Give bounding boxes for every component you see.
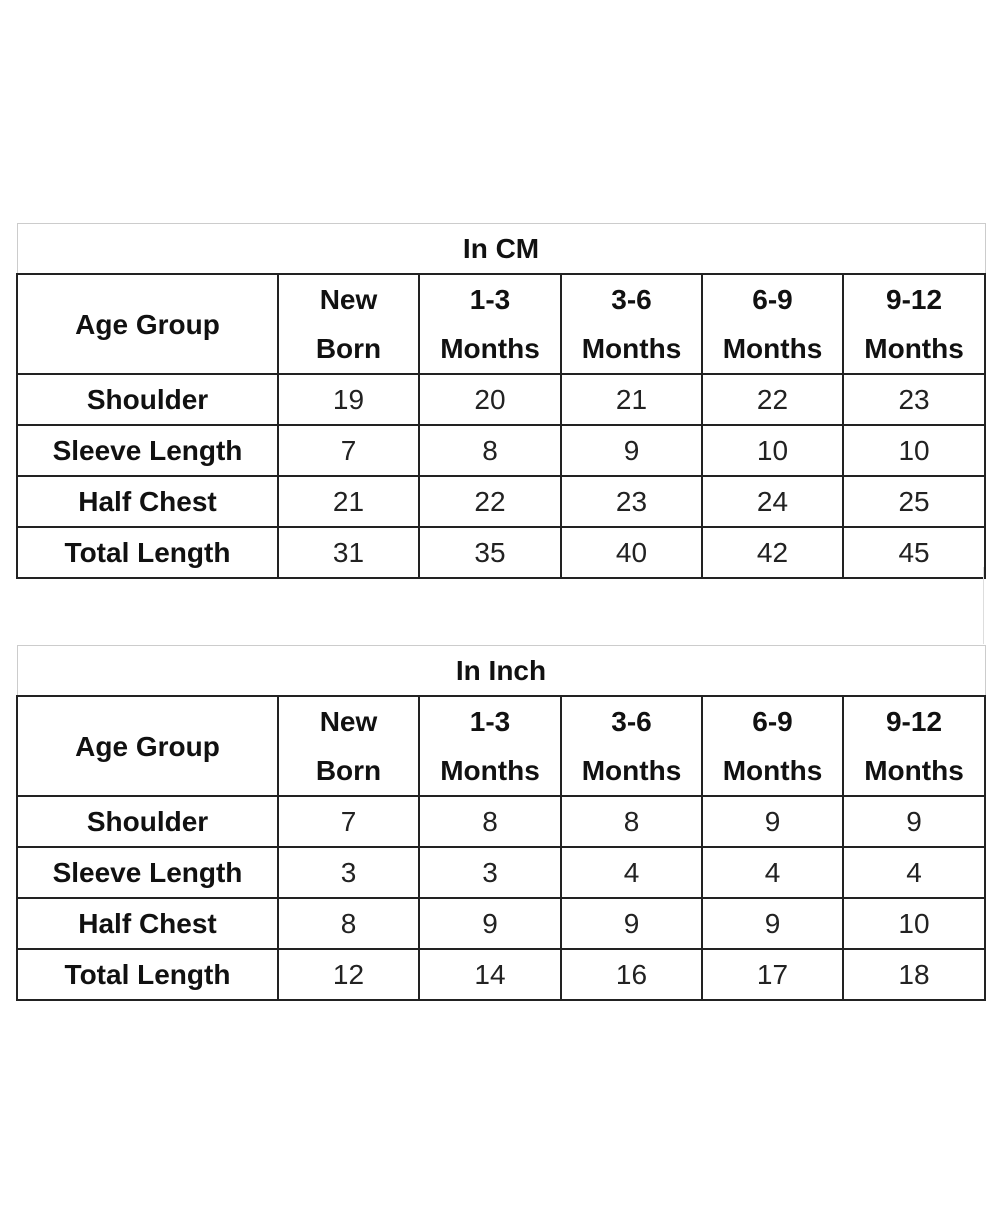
- table-row: Sleeve Length 3 3 4 4 4: [16, 846, 987, 899]
- table-cell: 23: [841, 373, 987, 426]
- table-cell: 19: [277, 373, 420, 426]
- table-cell: 10: [841, 424, 987, 477]
- row-label: Shoulder: [16, 795, 279, 848]
- table-cell: 25: [841, 475, 987, 528]
- table-cell: 23: [560, 475, 703, 528]
- row-label: Total Length: [16, 526, 279, 579]
- table-row: Total Length 12 14 16 17 18: [16, 948, 987, 1001]
- table-cell: 9: [701, 795, 844, 848]
- size-table-cm: In CM Age Group New Born 1-3 Months 3-6 Months 6…: [16, 223, 987, 579]
- row-label: Shoulder: [16, 373, 279, 426]
- header-row: Age Group New Born 1-3 Months 3-6 Months 6-9 Mon…: [16, 273, 987, 375]
- table-cell: 31: [277, 526, 420, 579]
- row-label: Half Chest: [16, 475, 279, 528]
- table-cell: 9: [560, 897, 703, 950]
- table-cell: 14: [418, 948, 562, 1001]
- column-header: 6-9 Months: [701, 695, 844, 797]
- column-header: 9-12 Months: [841, 695, 987, 797]
- title-row: In CM: [16, 223, 986, 275]
- table-cell: 21: [277, 475, 420, 528]
- table-cell: 22: [418, 475, 562, 528]
- table-cell: 9: [560, 424, 703, 477]
- table-row: Half Chest 8 9 9 9 10: [16, 897, 987, 950]
- size-table-inch: In Inch Age Group New Born 1-3 Months 3-6 Month…: [16, 645, 987, 1001]
- table-cell: 9: [701, 897, 844, 950]
- table-cell: 22: [701, 373, 844, 426]
- table-cell: 3: [418, 846, 562, 899]
- column-header: 1-3 Months: [418, 273, 562, 375]
- table-cell: 16: [560, 948, 703, 1001]
- table-row: Shoulder 19 20 21 22 23: [16, 373, 987, 426]
- table-cell: 40: [560, 526, 703, 579]
- table-cell: 20: [418, 373, 562, 426]
- column-header: 1-3 Months: [418, 695, 562, 797]
- column-header: New Born: [277, 695, 420, 797]
- table-cell: 12: [277, 948, 420, 1001]
- row-header-label: Age Group: [16, 273, 279, 375]
- title-row: In Inch: [16, 645, 986, 697]
- table-cell: 8: [418, 795, 562, 848]
- column-header: 3-6 Months: [560, 273, 703, 375]
- table-cell: 35: [418, 526, 562, 579]
- row-label: Half Chest: [16, 897, 279, 950]
- table-cell: 7: [277, 795, 420, 848]
- row-label: Sleeve Length: [16, 424, 279, 477]
- table-title: In Inch: [16, 645, 986, 697]
- table-spacer: [16, 567, 984, 644]
- table-cell: 9: [841, 795, 987, 848]
- table-cell: 4: [560, 846, 703, 899]
- column-header: 3-6 Months: [560, 695, 703, 797]
- table-cell: 42: [701, 526, 844, 579]
- table-cell: 45: [841, 526, 987, 579]
- column-header: 6-9 Months: [701, 273, 844, 375]
- table-cell: 8: [277, 897, 420, 950]
- row-label: Sleeve Length: [16, 846, 279, 899]
- row-label: Total Length: [16, 948, 279, 1001]
- header-row: Age Group New Born 1-3 Months 3-6 Months 6-9 Mon…: [16, 695, 987, 797]
- table-cell: 18: [841, 948, 987, 1001]
- table-row: Sleeve Length 7 8 9 10 10: [16, 424, 987, 477]
- table-row: Total Length 31 35 40 42 45: [16, 526, 987, 579]
- table-cell: 4: [841, 846, 987, 899]
- table-cell: 21: [560, 373, 703, 426]
- column-header: New Born: [277, 273, 420, 375]
- table-title: In CM: [16, 223, 986, 275]
- table-cell: 3: [277, 846, 420, 899]
- table-cell: 4: [701, 846, 844, 899]
- table-cell: 17: [701, 948, 844, 1001]
- table-cell: 10: [701, 424, 844, 477]
- table-cell: 24: [701, 475, 844, 528]
- table-cell: 7: [277, 424, 420, 477]
- column-header: 9-12 Months: [841, 273, 987, 375]
- table-cell: 8: [418, 424, 562, 477]
- table-row: Shoulder 7 8 8 9 9: [16, 795, 987, 848]
- table-cell: 9: [418, 897, 562, 950]
- row-header-label: Age Group: [16, 695, 279, 797]
- table-cell: 10: [841, 897, 987, 950]
- table-cell: 8: [560, 795, 703, 848]
- table-row: Half Chest 21 22 23 24 25: [16, 475, 987, 528]
